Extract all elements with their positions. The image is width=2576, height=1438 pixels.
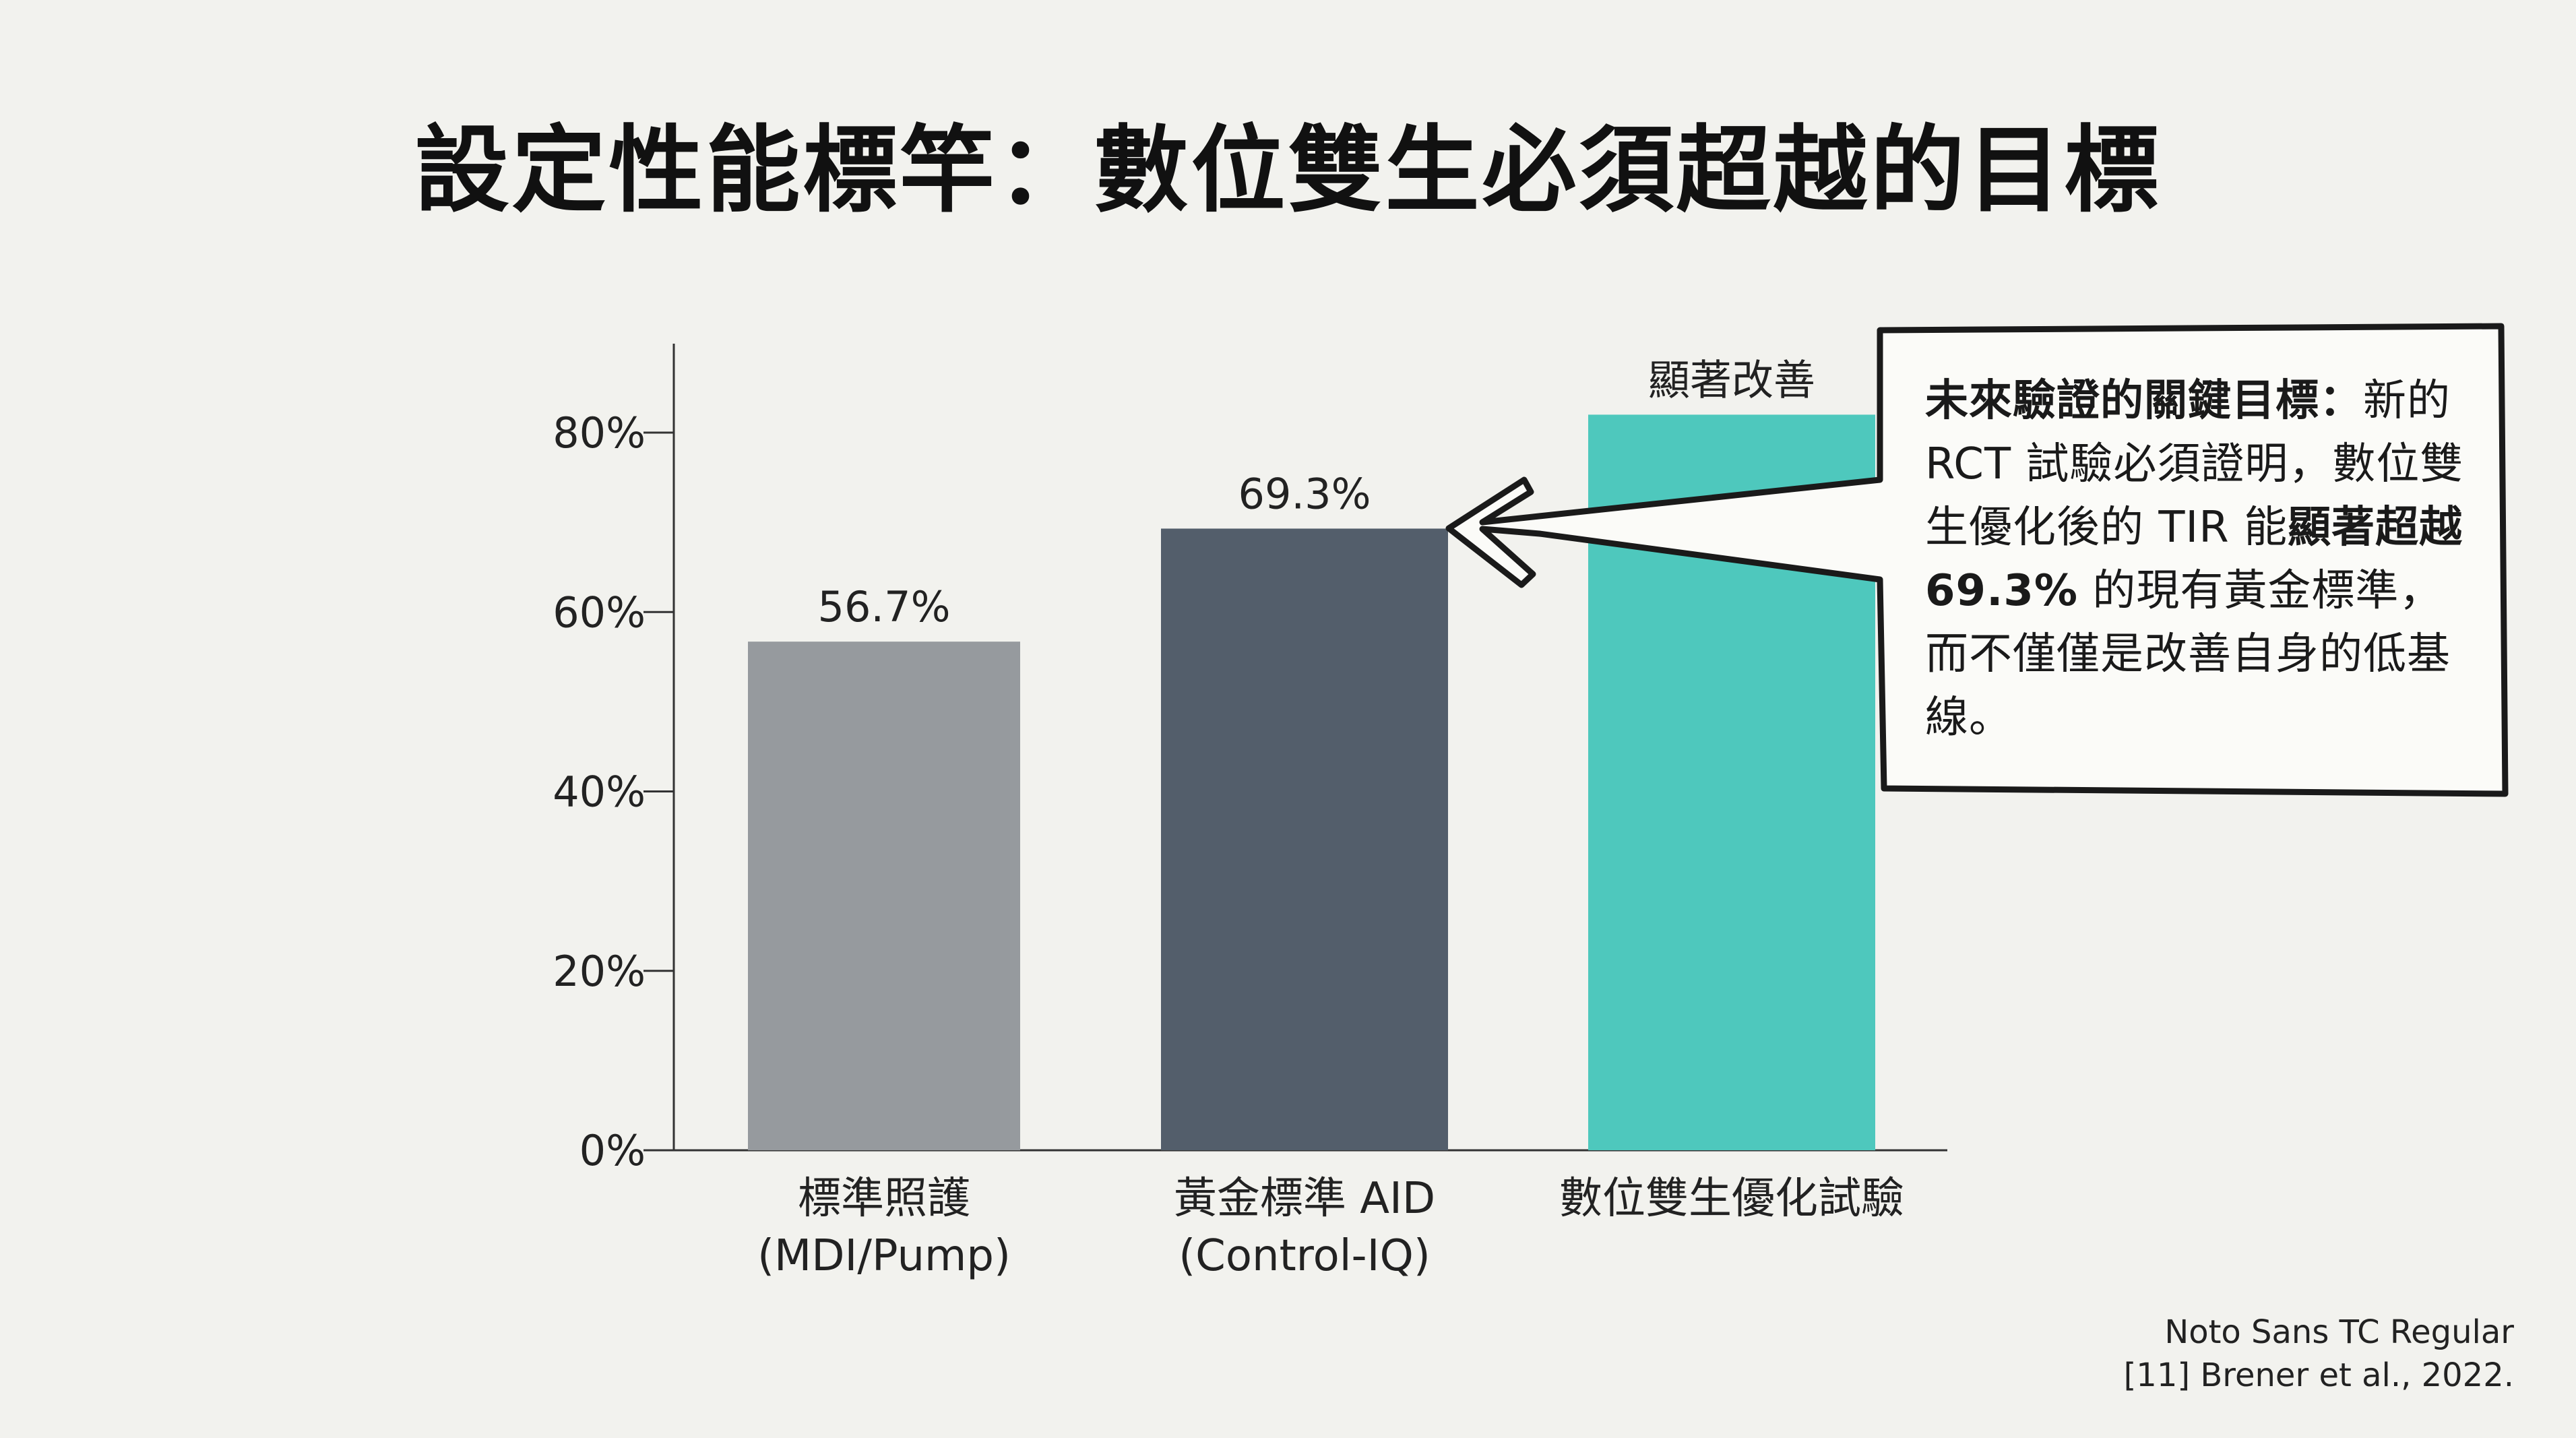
x-tick-label: 黃金標準 AID: [1174, 1174, 1435, 1224]
callout-text-2: 的現有黃金標準，而不僅僅是改善自身的低基線。: [1925, 566, 2451, 743]
x-tick-label: 數位雙生優化試驗: [1559, 1174, 1904, 1224]
chart-labels: 56.7% 標準照護 (MDI/Pump) 69.3% 黃金標準 AID (Control…: [757, 355, 1904, 1281]
y-tick-label: 0%: [579, 1126, 646, 1175]
y-tick-label: 20%: [553, 947, 646, 996]
callout-text: 未來驗證的關鍵目標：新的 RCT 試驗必須證明，數位雙生優化後的 TIR 能顯著…: [1877, 329, 2503, 794]
callout-emphasis: 顯著超越 69.3%: [1925, 503, 2463, 616]
y-tick-label: 40%: [553, 768, 646, 817]
bar: [1161, 528, 1448, 1150]
bar-value-label: 顯著改善: [1648, 355, 1815, 404]
font-note: Noto Sans TC Regular: [2164, 1313, 2514, 1351]
source-note: Noto Sans TC Regular [11] Brener et al.,…: [2124, 1311, 2514, 1397]
y-tick-label: 60%: [553, 588, 646, 637]
citation: [11] Brener et al., 2022.: [2123, 1356, 2514, 1394]
y-tick-label: 80%: [553, 408, 646, 458]
callout-heading: 未來驗證的關鍵目標：: [1925, 376, 2363, 426]
callout-box: [1445, 323, 2509, 797]
bar-value-label: 69.3%: [1238, 469, 1371, 518]
x-tick-label: 標準照護: [798, 1174, 970, 1224]
bar: [748, 642, 1020, 1150]
callout-text-1: 新的 RCT 試驗必須證明，數位雙生優化後的 TIR 能: [1925, 376, 2464, 553]
x-tick-label: (Control-IQ): [1179, 1231, 1431, 1281]
page-title: 設定性能標竿：數位雙生必須超越的目標: [414, 116, 2162, 226]
x-tick-label: (MDI/Pump): [757, 1231, 1011, 1281]
bar-value-label: 56.7%: [818, 582, 951, 631]
